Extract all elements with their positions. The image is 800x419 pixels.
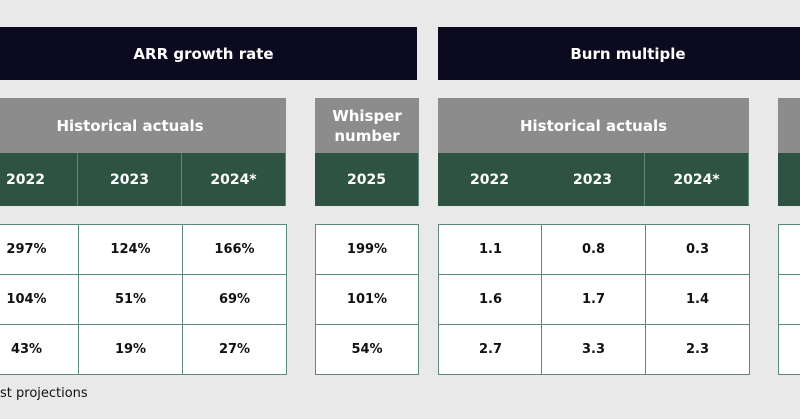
section-title: ARR growth rate <box>0 27 417 80</box>
year-header: 2024* <box>645 153 749 206</box>
group-header: Historical actuals <box>438 98 749 153</box>
table-cell: 1.1 <box>438 224 543 275</box>
year-header: 2022 <box>438 153 542 206</box>
table-cell: 0.8 <box>541 224 646 275</box>
table-cell: 297% <box>0 224 79 275</box>
table-cell: 54% <box>315 324 419 375</box>
section-title: Burn multiple <box>438 27 800 80</box>
group-header-partial <box>778 98 800 153</box>
year-header-partial <box>778 153 800 206</box>
table-cell: 1.6 <box>438 274 543 325</box>
year-header: 2022 <box>0 153 78 206</box>
year-header: 2025 <box>315 153 419 206</box>
table-cell: 101% <box>315 274 419 325</box>
table-cell: 1.4 <box>645 274 750 325</box>
table-cell: 43% <box>0 324 79 375</box>
table-cell: 27% <box>182 324 287 375</box>
table-cell: 69% <box>182 274 287 325</box>
group-header: Historical actuals <box>0 98 286 153</box>
table-cell: 3.3 <box>541 324 646 375</box>
table-cell: 19% <box>78 324 183 375</box>
table-cell: 124% <box>78 224 183 275</box>
year-header: 2023 <box>541 153 645 206</box>
table-cell: 166% <box>182 224 287 275</box>
table-cell-partial <box>778 324 800 375</box>
group-header: Whisper number <box>315 98 419 153</box>
table-cell-partial <box>778 224 800 275</box>
table-cell: 2.7 <box>438 324 543 375</box>
year-header: 2023 <box>78 153 182 206</box>
table-cell: 199% <box>315 224 419 275</box>
table-cell: 2.3 <box>645 324 750 375</box>
footnote: st projections <box>0 386 88 401</box>
table-cell: 1.7 <box>541 274 646 325</box>
year-header: 2024* <box>182 153 286 206</box>
table-cell-partial <box>778 274 800 325</box>
table-cell: 51% <box>78 274 183 325</box>
table-cell: 104% <box>0 274 79 325</box>
table-cell: 0.3 <box>645 224 750 275</box>
